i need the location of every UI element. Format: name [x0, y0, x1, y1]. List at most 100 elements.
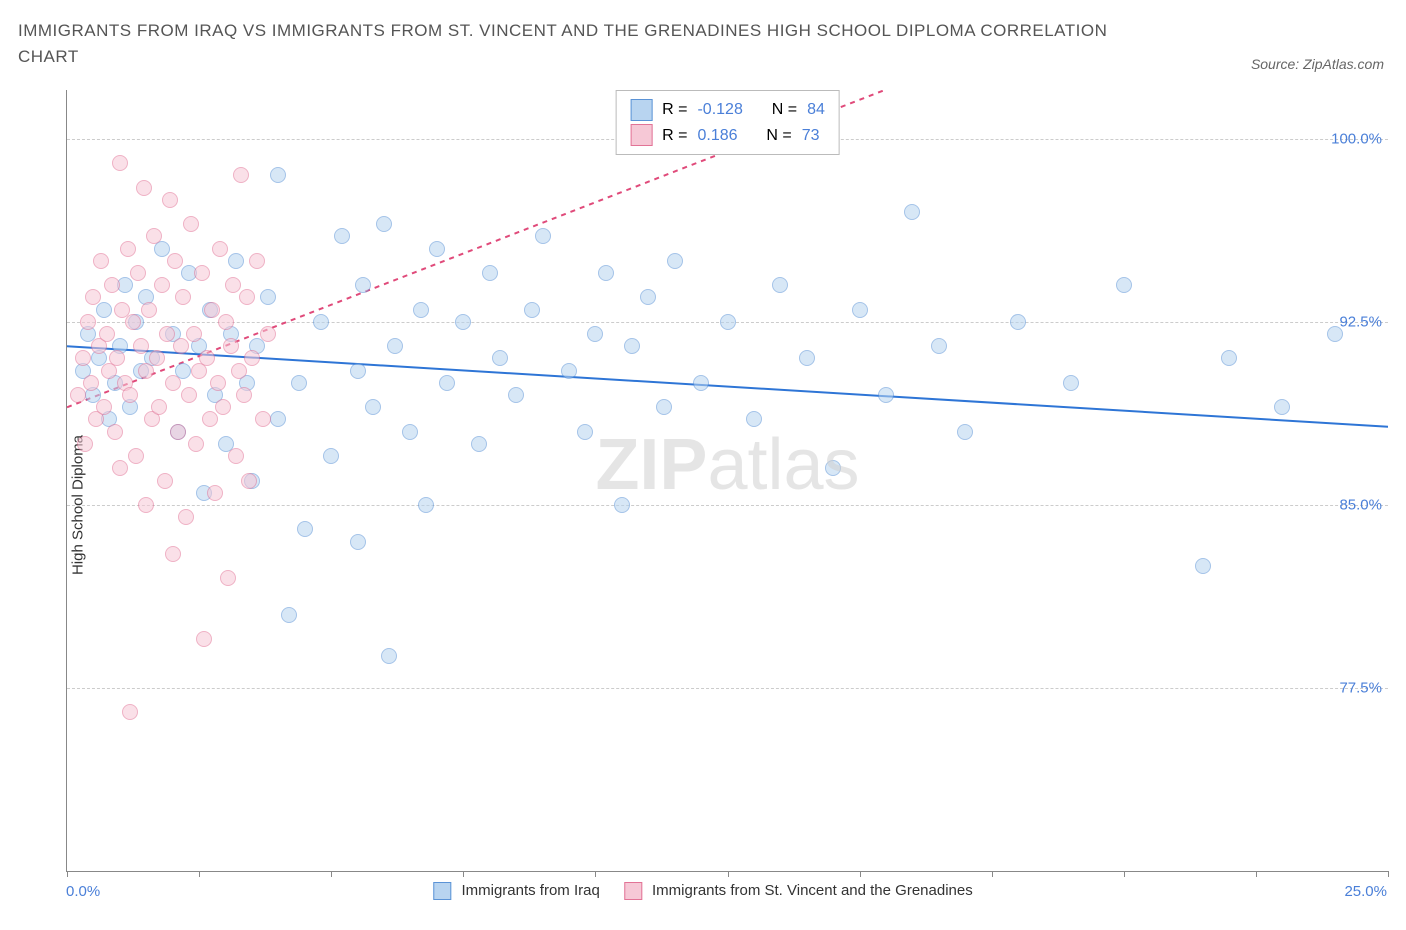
x-tick: [595, 871, 596, 877]
scatter-point: [210, 375, 226, 391]
scatter-point: [96, 302, 112, 318]
scatter-point: [418, 497, 434, 513]
scatter-point: [656, 399, 672, 415]
scatter-point: [260, 326, 276, 342]
x-tick: [728, 871, 729, 877]
scatter-point: [220, 570, 236, 586]
scatter-point: [825, 460, 841, 476]
x-tick: [463, 871, 464, 877]
scatter-point: [904, 204, 920, 220]
scatter-point: [183, 216, 199, 232]
scatter-point: [196, 631, 212, 647]
scatter-point: [323, 448, 339, 464]
stats-r-value-1: 0.186: [697, 123, 737, 149]
scatter-point: [204, 302, 220, 318]
scatter-point: [365, 399, 381, 415]
x-tick-label: 0.0%: [66, 883, 100, 900]
scatter-point: [1063, 375, 1079, 391]
scatter-point: [439, 375, 455, 391]
scatter-point: [181, 387, 197, 403]
scatter-point: [598, 265, 614, 281]
scatter-point: [239, 289, 255, 305]
x-tick: [67, 871, 68, 877]
scatter-point: [128, 448, 144, 464]
scatter-point: [151, 399, 167, 415]
stats-r-value-0: -0.128: [697, 97, 742, 123]
x-tick: [1256, 871, 1257, 877]
gridline: [67, 505, 1388, 506]
scatter-point: [99, 326, 115, 342]
scatter-point: [107, 424, 123, 440]
legend-swatch-1: [624, 882, 642, 900]
legend-swatch-0: [433, 882, 451, 900]
scatter-point: [624, 338, 640, 354]
scatter-point: [614, 497, 630, 513]
scatter-point: [133, 338, 149, 354]
scatter-point: [207, 485, 223, 501]
stats-n-label-0: N =: [772, 97, 797, 123]
scatter-point: [402, 424, 418, 440]
scatter-point: [799, 350, 815, 366]
scatter-point: [231, 363, 247, 379]
scatter-point: [1274, 399, 1290, 415]
scatter-point: [70, 387, 86, 403]
scatter-point: [1221, 350, 1237, 366]
legend-item-1: Immigrants from St. Vincent and the Gren…: [624, 882, 973, 900]
scatter-point: [85, 289, 101, 305]
scatter-point: [233, 167, 249, 183]
stats-r-label-0: R =: [662, 97, 687, 123]
scatter-point: [162, 192, 178, 208]
watermark: ZIPatlas: [595, 424, 859, 506]
scatter-point: [186, 326, 202, 342]
scatter-point: [104, 277, 120, 293]
scatter-point: [194, 265, 210, 281]
x-tick: [1388, 871, 1389, 877]
scatter-point: [120, 241, 136, 257]
scatter-point: [80, 314, 96, 330]
scatter-point: [561, 363, 577, 379]
trend-lines: [67, 90, 1388, 871]
scatter-point: [577, 424, 593, 440]
stats-n-label-1: N =: [766, 123, 791, 149]
scatter-point: [199, 350, 215, 366]
scatter-point: [1327, 326, 1343, 342]
stats-r-label-1: R =: [662, 123, 687, 149]
legend-label-0: Immigrants from Iraq: [461, 882, 599, 899]
gridline: [67, 688, 1388, 689]
watermark-bold: ZIP: [595, 425, 707, 505]
y-tick-label: 77.5%: [1339, 679, 1382, 696]
scatter-point: [249, 253, 265, 269]
stats-swatch-0: [630, 99, 652, 121]
scatter-point: [149, 350, 165, 366]
scatter-point: [413, 302, 429, 318]
scatter-point: [165, 375, 181, 391]
scatter-point: [387, 338, 403, 354]
scatter-point: [93, 253, 109, 269]
scatter-point: [957, 424, 973, 440]
scatter-point: [141, 302, 157, 318]
scatter-point: [260, 289, 276, 305]
scatter-point: [508, 387, 524, 403]
legend-label-1: Immigrants from St. Vincent and the Gren…: [652, 882, 973, 899]
scatter-point: [878, 387, 894, 403]
scatter-point: [381, 648, 397, 664]
y-tick-label: 92.5%: [1339, 313, 1382, 330]
scatter-point: [138, 497, 154, 513]
scatter-point: [297, 521, 313, 537]
scatter-point: [188, 436, 204, 452]
scatter-point: [376, 216, 392, 232]
scatter-point: [1195, 558, 1211, 574]
scatter-point: [154, 277, 170, 293]
stats-row-1: R = 0.186 N = 73: [630, 123, 825, 149]
scatter-point: [212, 241, 228, 257]
x-tick: [199, 871, 200, 877]
chart-title: IMMIGRANTS FROM IRAQ VS IMMIGRANTS FROM …: [18, 18, 1118, 69]
scatter-point: [281, 607, 297, 623]
scatter-point: [215, 399, 231, 415]
scatter-point: [167, 253, 183, 269]
scatter-point: [165, 546, 181, 562]
scatter-point: [136, 180, 152, 196]
scatter-point: [125, 314, 141, 330]
x-tick: [860, 871, 861, 877]
scatter-point: [178, 509, 194, 525]
